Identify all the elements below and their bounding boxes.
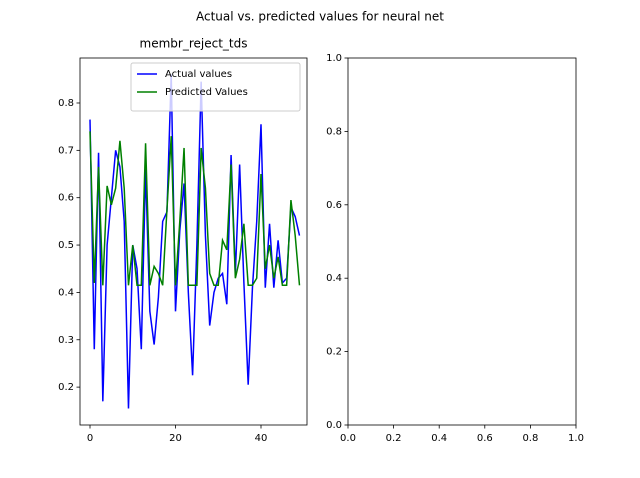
axes-frame	[347, 57, 577, 426]
y-tick-label: 0.0	[326, 420, 342, 431]
axes-frame	[79, 57, 308, 426]
y-tick-label: 0.8	[326, 126, 342, 137]
x-tick-label: 0.8	[522, 433, 538, 444]
y-tick-label: 0.6	[326, 200, 342, 211]
data-line	[89, 131, 301, 287]
y-tick-label: 0.4	[58, 287, 74, 298]
y-tick-label: 0.8	[58, 98, 74, 109]
x-tick-label: 0.2	[386, 433, 402, 444]
legend-box	[130, 62, 301, 112]
y-tick-label: 0.7	[58, 145, 74, 156]
y-tick-label: 1.0	[326, 53, 342, 64]
y-tick-label: 0.5	[58, 240, 74, 251]
x-tick-label: 40	[255, 433, 268, 444]
legend-label: Actual values	[165, 69, 232, 80]
y-tick-label: 0.6	[58, 193, 74, 204]
y-tick-label: 0.2	[326, 347, 342, 358]
legend-label: Predicted Values	[165, 87, 248, 98]
x-tick-label: 0	[87, 433, 93, 444]
axes-title: membr_reject_tds	[140, 37, 248, 51]
y-tick-label: 0.2	[58, 382, 74, 393]
x-tick-label: 0.0	[340, 433, 356, 444]
figure-title: Actual vs. predicted values for neural n…	[196, 10, 444, 24]
x-tick-label: 1.0	[568, 433, 584, 444]
y-tick-label: 0.4	[326, 273, 342, 284]
x-tick-label: 0.6	[477, 433, 493, 444]
y-tick-label: 0.3	[58, 335, 74, 346]
x-tick-label: 0.4	[431, 433, 447, 444]
x-tick-label: 20	[169, 433, 182, 444]
